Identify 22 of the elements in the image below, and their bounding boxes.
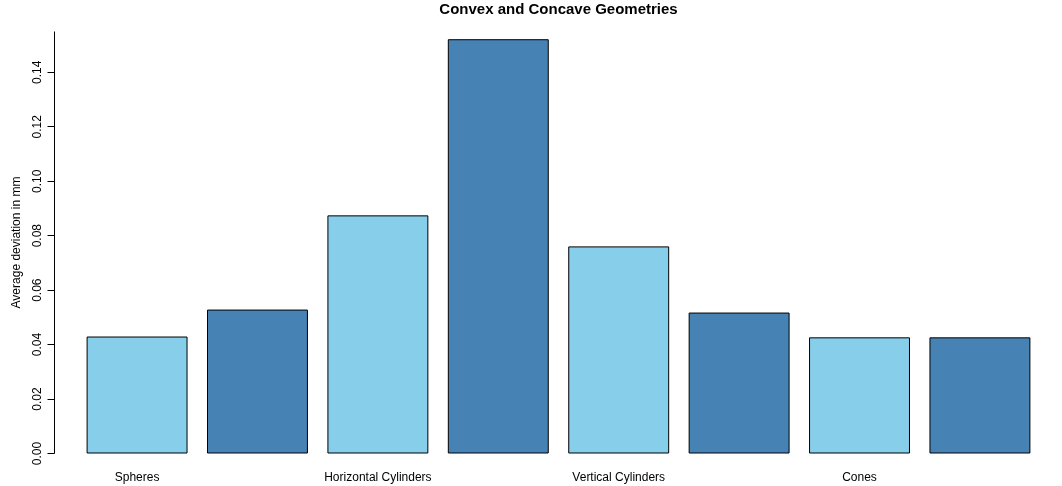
y-axis-title: Average deviation in mm <box>8 176 23 309</box>
y-tick-label: 0.04 <box>29 332 44 357</box>
x-tick-label: Spheres <box>114 469 160 484</box>
chart-title: Convex and Concave Geometries <box>439 0 678 17</box>
bar <box>568 246 670 454</box>
bar <box>688 312 790 454</box>
x-tick-label: Cones <box>842 469 877 484</box>
y-tick-label: 0.12 <box>29 114 44 139</box>
bar <box>447 39 549 454</box>
y-tick-label: 0.00 <box>29 441 44 466</box>
x-tick-label: Vertical Cylinders <box>572 469 666 484</box>
bar <box>207 309 308 454</box>
y-tick-label: 0.14 <box>29 60 44 85</box>
y-tick-label: 0.08 <box>29 223 44 248</box>
x-tick-label: Horizontal Cylinders <box>324 469 432 484</box>
bar <box>327 215 429 454</box>
y-tick-label: 0.02 <box>29 387 44 411</box>
bar <box>86 336 188 454</box>
bar <box>809 337 910 454</box>
y-tick-label: 0.06 <box>29 278 44 302</box>
y-tick-label: 0.10 <box>29 169 44 193</box>
bar <box>929 337 1031 454</box>
